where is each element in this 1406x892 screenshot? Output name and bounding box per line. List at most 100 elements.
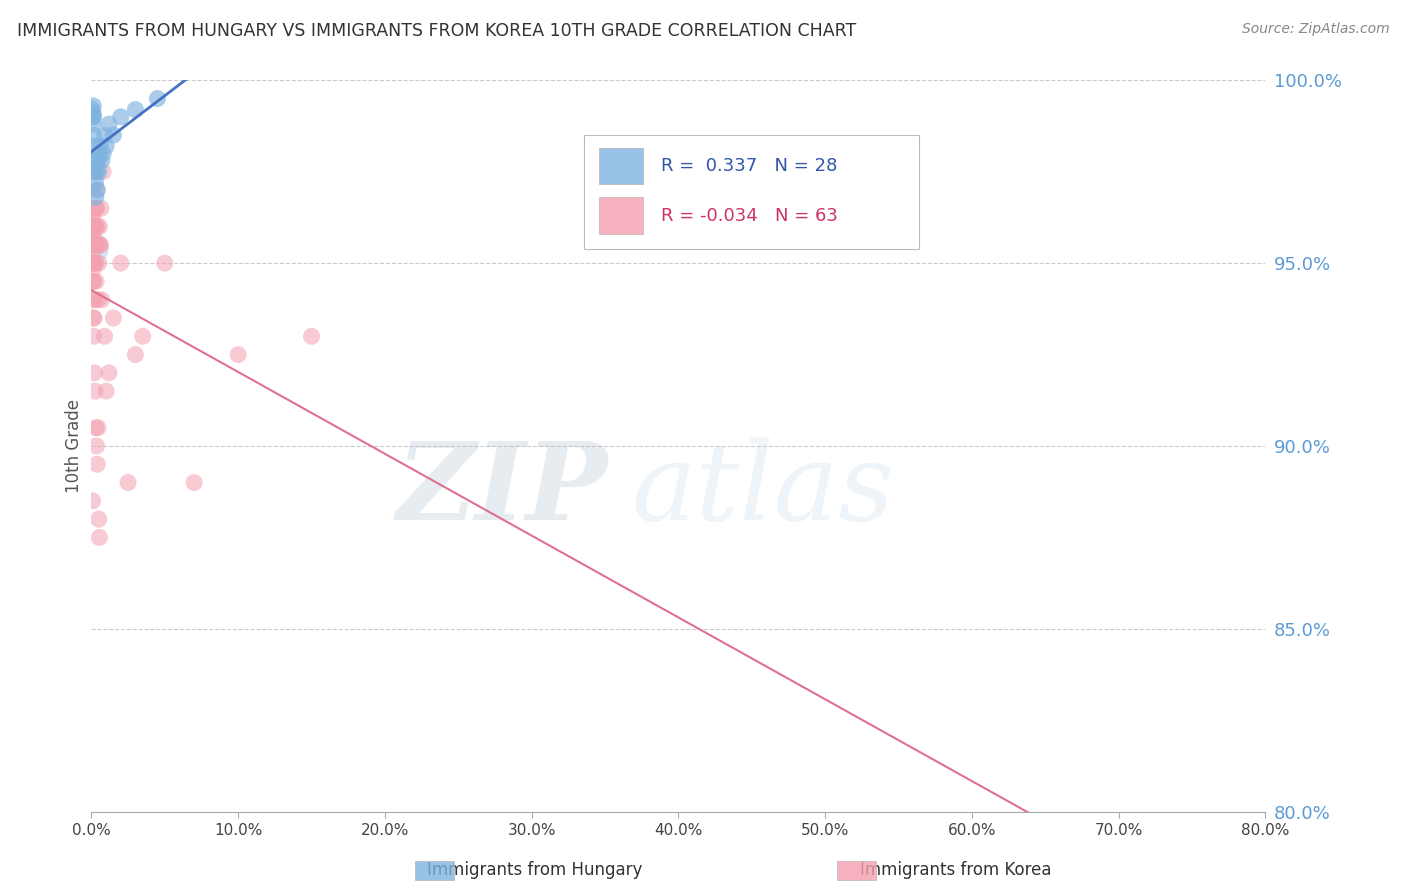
- Point: [82, 219, 104, 234]
- Point: [83, 110, 105, 124]
- Point: [83, 293, 105, 307]
- Point: [94, 384, 117, 399]
- Text: Immigrants from Hungary: Immigrants from Hungary: [426, 861, 643, 879]
- Point: [83, 153, 105, 168]
- Point: [83, 311, 105, 326]
- Point: [89, 238, 111, 252]
- Point: [86, 183, 108, 197]
- Bar: [599, 197, 643, 234]
- Point: [83, 238, 105, 252]
- Point: [82, 238, 104, 252]
- Point: [132, 329, 155, 343]
- Point: [84, 219, 107, 234]
- Point: [82, 263, 104, 277]
- Point: [82, 238, 104, 252]
- Point: [84, 153, 107, 168]
- Bar: [599, 147, 643, 184]
- Point: [82, 227, 104, 241]
- Point: [226, 348, 249, 362]
- Point: [82, 106, 104, 120]
- Text: R = -0.034   N = 63: R = -0.034 N = 63: [661, 207, 838, 225]
- Point: [91, 164, 114, 178]
- Point: [90, 153, 112, 168]
- Point: [82, 256, 104, 270]
- Point: [86, 164, 108, 178]
- Point: [90, 293, 112, 307]
- Point: [87, 293, 110, 307]
- Point: [84, 384, 107, 399]
- Text: ZIP: ZIP: [396, 437, 607, 543]
- Point: [110, 256, 132, 270]
- Point: [86, 458, 108, 472]
- Point: [86, 238, 108, 252]
- Point: [124, 103, 146, 117]
- Point: [82, 311, 104, 326]
- Point: [83, 329, 105, 343]
- Point: [83, 164, 105, 178]
- Point: [84, 275, 107, 289]
- Text: IMMIGRANTS FROM HUNGARY VS IMMIGRANTS FROM KOREA 10TH GRADE CORRELATION CHART: IMMIGRANTS FROM HUNGARY VS IMMIGRANTS FR…: [17, 22, 856, 40]
- Point: [89, 238, 111, 252]
- Point: [98, 117, 121, 131]
- Point: [89, 531, 111, 545]
- Text: R =  0.337   N = 28: R = 0.337 N = 28: [661, 157, 837, 175]
- Point: [93, 329, 115, 343]
- Point: [83, 366, 105, 380]
- Point: [94, 139, 117, 153]
- Point: [82, 128, 104, 143]
- Point: [301, 329, 323, 343]
- Point: [83, 238, 105, 252]
- Point: [89, 139, 111, 153]
- Point: [84, 176, 107, 190]
- Point: [87, 421, 110, 435]
- Point: [86, 238, 108, 252]
- Point: [83, 139, 105, 153]
- Text: atlas: atlas: [631, 437, 894, 542]
- Point: [93, 128, 115, 143]
- Point: [146, 92, 169, 106]
- Point: [80, 227, 103, 241]
- Point: [89, 219, 111, 234]
- Point: [83, 202, 105, 216]
- Point: [91, 146, 114, 161]
- Point: [82, 117, 104, 131]
- Point: [83, 219, 105, 234]
- Point: [124, 348, 146, 362]
- Point: [83, 164, 105, 178]
- Point: [82, 110, 104, 124]
- Point: [117, 475, 139, 490]
- Point: [87, 153, 110, 168]
- Point: [153, 256, 176, 270]
- Point: [84, 256, 107, 270]
- Point: [82, 256, 104, 270]
- Point: [84, 256, 107, 270]
- Point: [86, 439, 108, 453]
- Point: [84, 421, 107, 435]
- Point: [82, 494, 104, 508]
- Point: [90, 202, 112, 216]
- Point: [82, 103, 104, 117]
- Point: [87, 164, 110, 178]
- Point: [80, 242, 103, 256]
- Point: [110, 110, 132, 124]
- Point: [183, 475, 205, 490]
- Text: Source: ZipAtlas.com: Source: ZipAtlas.com: [1241, 22, 1389, 37]
- Point: [82, 293, 104, 307]
- Point: [83, 275, 105, 289]
- FancyBboxPatch shape: [585, 135, 920, 249]
- Point: [87, 512, 110, 526]
- Point: [89, 146, 111, 161]
- Point: [87, 256, 110, 270]
- Point: [86, 183, 108, 197]
- Y-axis label: 10th Grade: 10th Grade: [65, 399, 83, 493]
- Point: [82, 249, 104, 263]
- Point: [84, 202, 107, 216]
- Point: [103, 311, 125, 326]
- Point: [80, 212, 103, 227]
- Point: [84, 190, 107, 204]
- Text: Immigrants from Korea: Immigrants from Korea: [860, 861, 1052, 879]
- Point: [86, 202, 108, 216]
- Point: [103, 128, 125, 143]
- Point: [82, 212, 104, 227]
- Point: [98, 366, 121, 380]
